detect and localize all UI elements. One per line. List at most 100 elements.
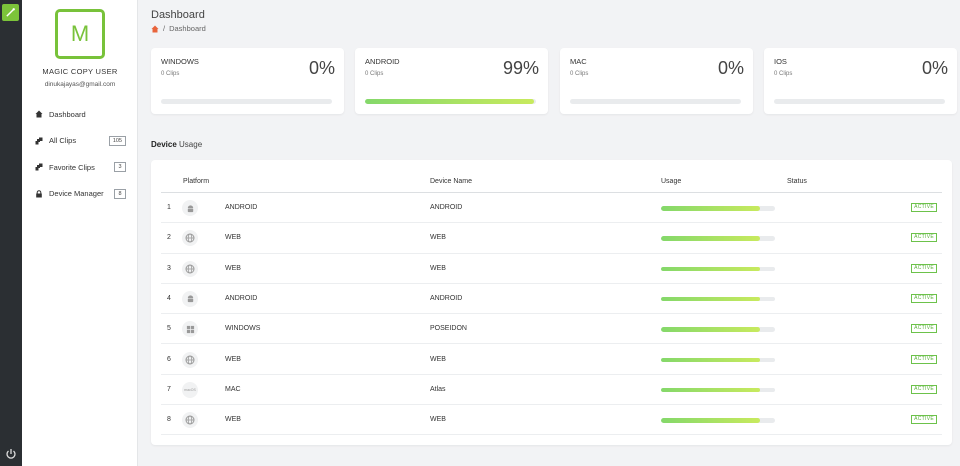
row-number: 7 <box>167 385 171 393</box>
lock-icon <box>35 189 43 198</box>
card-progress-fill <box>365 99 535 104</box>
device-name: ANDROID <box>430 294 463 302</box>
column-header-device-name[interactable]: Device Name <box>430 178 473 185</box>
card-percent: 99% <box>502 58 539 78</box>
count-badge: 8 <box>114 188 126 199</box>
sidebar-item-label: Device Manager <box>49 189 104 199</box>
usage-bar <box>661 296 775 302</box>
home-icon <box>35 110 43 118</box>
android-icon <box>182 290 198 307</box>
status-badge: ACTIVE <box>911 324 937 334</box>
card-progress <box>774 99 945 104</box>
platform-name: ANDROID <box>225 204 258 211</box>
row-number: 8 <box>167 416 171 424</box>
row-number: 1 <box>167 204 171 211</box>
table-row[interactable]: 4 ANDROID ANDROID ACTIVE <box>161 284 942 315</box>
card-clips: 0 Clips <box>365 71 384 77</box>
section-title: Device Usage <box>151 140 202 149</box>
platform-name: ANDROID <box>225 294 258 302</box>
status-badge: ACTIVE <box>911 233 937 243</box>
sidebar-item-device-manager[interactable]: Device Manager 8 <box>22 181 138 208</box>
sidebar-item-dashboard[interactable]: Dashboard <box>22 101 138 128</box>
status-badge: ACTIVE <box>911 354 937 364</box>
user-name: MAGIC COPY USER <box>42 67 118 76</box>
table-header: Platform Device Name Usage Status <box>161 170 942 193</box>
globe-icon <box>182 260 198 277</box>
card-progress <box>365 99 536 104</box>
count-badge: 3 <box>114 162 126 172</box>
card-percent: 0% <box>308 58 335 78</box>
column-header-platform[interactable]: Platform <box>183 178 210 185</box>
platform-name: WEB <box>225 416 241 424</box>
platform-name: WINDOWS <box>225 325 261 333</box>
card-percent: 0% <box>921 58 948 78</box>
sidebar-item-label: All Clips <box>49 136 77 146</box>
section-title-bold: Device <box>151 140 177 149</box>
usage-bar <box>661 418 775 423</box>
usage-bar-fill <box>661 327 761 332</box>
breadcrumb-separator: / <box>163 24 166 33</box>
card-name: MAC <box>570 57 587 66</box>
platform-name: WEB <box>225 234 241 242</box>
card-clips: 0 Clips <box>570 71 589 77</box>
card-clips: 0 Clips <box>161 71 180 77</box>
table-row[interactable]: 6 WEB WEB ACTIVE <box>161 345 942 375</box>
row-number: 5 <box>167 325 171 333</box>
android-icon <box>182 200 198 216</box>
sidebar-item-label: Dashboard <box>49 109 86 119</box>
status-badge: ACTIVE <box>911 203 937 212</box>
sidebar-item-favorite-clips[interactable]: Favorite Clips 3 <box>22 154 138 181</box>
usage-bar-fill <box>661 357 761 362</box>
home-icon[interactable] <box>151 25 159 33</box>
count-badge: 105 <box>108 135 126 146</box>
card-name: WINDOWS <box>161 57 199 66</box>
platform-name: WEB <box>225 355 241 363</box>
table-row[interactable]: 8 WEB WEB ACTIVE <box>161 405 942 436</box>
magic-wand-icon[interactable] <box>2 4 19 21</box>
platform-card-windows: WINDOWS 0 Clips 0% <box>151 48 344 114</box>
table-row[interactable]: 5 WINDOWS POSEIDON ACTIVE <box>161 314 942 345</box>
usage-bar-fill <box>661 296 761 302</box>
column-header-usage[interactable]: Usage <box>661 178 682 185</box>
section-title-rest: Usage <box>176 140 203 149</box>
usage-bar-fill <box>661 418 761 423</box>
device-name: WEB <box>430 264 446 272</box>
breadcrumb-current: Dashboard <box>169 24 206 33</box>
table-row[interactable]: 2 WEB WEB ACTIVE <box>161 223 942 254</box>
card-progress <box>161 99 332 104</box>
platform-card-android: ANDROID 0 Clips 99% <box>355 48 548 114</box>
card-name: IOS <box>774 57 787 66</box>
globe-icon <box>182 351 198 368</box>
device-name: Atlas <box>430 385 446 393</box>
user-email: dinukajayas@gmail.com <box>44 81 116 88</box>
usage-bar <box>661 236 775 241</box>
clips-icon <box>35 163 43 171</box>
usage-bar-fill <box>661 236 761 241</box>
macos-icon: macOS <box>182 381 198 398</box>
row-number: 3 <box>167 264 171 272</box>
usage-bar <box>661 327 775 332</box>
status-badge: ACTIVE <box>911 263 937 273</box>
usage-bar <box>661 266 775 272</box>
platform-name: MAC <box>225 385 241 393</box>
column-header-status[interactable]: Status <box>787 178 807 185</box>
card-clips: 0 Clips <box>774 71 793 77</box>
device-name: WEB <box>430 355 446 363</box>
status-badge: ACTIVE <box>911 293 937 303</box>
row-number: 2 <box>167 234 171 242</box>
breadcrumb: / Dashboard <box>151 24 206 33</box>
sidebar-item-all-clips[interactable]: All Clips 105 <box>22 128 138 155</box>
card-percent: 0% <box>717 58 744 78</box>
macos-icon-text: macOS <box>184 387 196 392</box>
table-row[interactable]: 1 ANDROID ANDROID ACTIVE <box>161 193 942 224</box>
device-name: WEB <box>430 416 446 424</box>
usage-bar-fill <box>661 387 761 393</box>
usage-bar <box>661 357 775 362</box>
table-row[interactable]: 3 WEB WEB ACTIVE <box>161 254 942 284</box>
power-icon[interactable] <box>4 447 18 461</box>
device-name: ANDROID <box>430 204 463 211</box>
avatar-letter: M <box>70 21 90 46</box>
table-row[interactable]: 7 macOS MAC Atlas ACTIVE <box>161 375 942 406</box>
app-rail <box>0 0 22 466</box>
windows-icon <box>182 321 198 338</box>
